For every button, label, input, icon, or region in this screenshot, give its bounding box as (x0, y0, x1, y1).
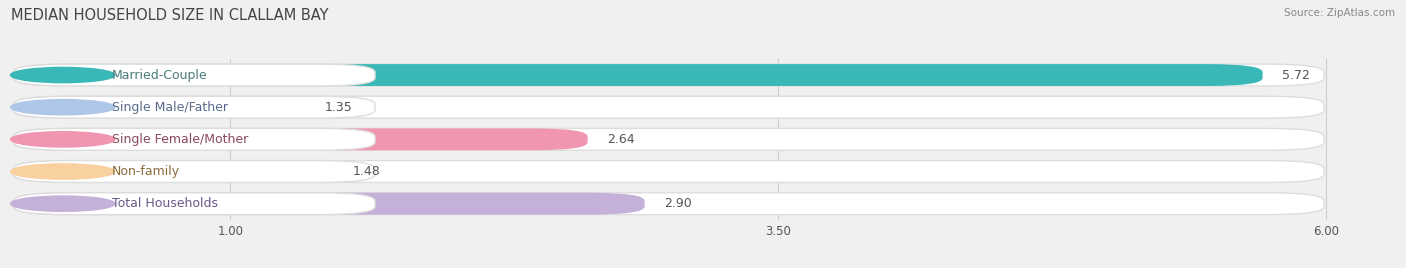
Text: 1.48: 1.48 (353, 165, 381, 178)
FancyBboxPatch shape (14, 96, 305, 118)
Circle shape (11, 164, 115, 179)
Text: MEDIAN HOUSEHOLD SIZE IN CLALLAM BAY: MEDIAN HOUSEHOLD SIZE IN CLALLAM BAY (11, 8, 329, 23)
Text: Single Female/Mother: Single Female/Mother (112, 133, 249, 146)
Circle shape (11, 196, 115, 211)
Text: 5.72: 5.72 (1282, 69, 1310, 81)
Text: 1.35: 1.35 (325, 101, 353, 114)
Text: Non-family: Non-family (112, 165, 180, 178)
Circle shape (11, 67, 115, 83)
FancyBboxPatch shape (14, 96, 1324, 118)
FancyBboxPatch shape (14, 193, 644, 215)
Text: Married-Couple: Married-Couple (112, 69, 208, 81)
FancyBboxPatch shape (14, 96, 375, 118)
Circle shape (11, 99, 115, 115)
FancyBboxPatch shape (14, 64, 375, 86)
FancyBboxPatch shape (14, 128, 375, 150)
Circle shape (11, 132, 115, 147)
Text: Single Male/Father: Single Male/Father (112, 101, 228, 114)
Text: Source: ZipAtlas.com: Source: ZipAtlas.com (1284, 8, 1395, 18)
FancyBboxPatch shape (14, 128, 588, 150)
FancyBboxPatch shape (14, 64, 1324, 86)
FancyBboxPatch shape (14, 193, 1324, 215)
FancyBboxPatch shape (14, 193, 375, 215)
FancyBboxPatch shape (14, 161, 333, 183)
FancyBboxPatch shape (14, 128, 1324, 150)
FancyBboxPatch shape (14, 161, 1324, 183)
FancyBboxPatch shape (14, 161, 375, 183)
Text: 2.64: 2.64 (607, 133, 636, 146)
Text: Total Households: Total Households (112, 197, 218, 210)
FancyBboxPatch shape (14, 64, 1263, 86)
Text: 2.90: 2.90 (665, 197, 692, 210)
